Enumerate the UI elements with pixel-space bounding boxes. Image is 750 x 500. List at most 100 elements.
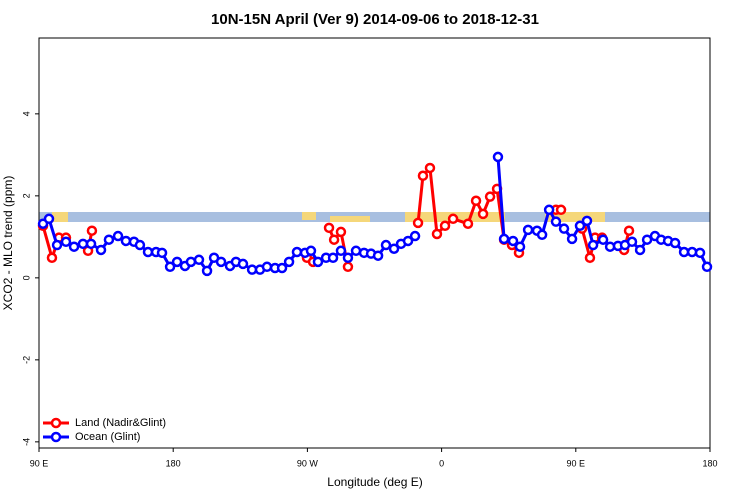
data-point (409, 230, 421, 242)
data-point (574, 220, 586, 232)
data-point (484, 191, 496, 202)
data-point (514, 241, 526, 252)
data-point (584, 252, 596, 264)
data-point (536, 229, 548, 241)
data-point (185, 256, 197, 268)
data-point (283, 256, 295, 268)
data-point (51, 239, 63, 251)
legend-marker (50, 431, 62, 443)
x-tick-label: 180 (702, 458, 717, 468)
data-point (95, 244, 107, 256)
data-point (215, 256, 227, 268)
data-point (46, 252, 58, 264)
data-point (305, 245, 317, 257)
data-point (342, 261, 354, 273)
legend-marker (50, 417, 62, 429)
data-point (68, 241, 80, 252)
data-point (447, 213, 459, 225)
data-point (412, 217, 424, 229)
data-point (103, 234, 115, 245)
x-tick-label: 90 E (30, 458, 49, 468)
data-point (380, 239, 392, 251)
data-point (439, 220, 451, 232)
legend-label: Land (Nadir&Glint) (75, 417, 166, 429)
data-point (498, 233, 510, 245)
y-axis-label: XCO2 - MLO trend (ppm) (1, 176, 15, 311)
data-point (678, 246, 690, 258)
land-patch (545, 212, 605, 222)
data-point (276, 262, 288, 274)
data-point (555, 204, 567, 216)
land-patch (302, 212, 316, 220)
data-point (291, 246, 303, 258)
data-point (581, 215, 593, 227)
data-point (193, 254, 205, 266)
data-point (623, 225, 635, 236)
y-tick-label: 4 (21, 111, 31, 116)
data-point (701, 261, 713, 273)
data-point (60, 236, 72, 248)
data-point (522, 224, 534, 236)
data-point (86, 225, 98, 236)
plot-frame (38, 37, 711, 449)
data-point (566, 233, 578, 245)
y-tick-label: -4 (21, 438, 31, 446)
x-tick-label: 180 (166, 458, 181, 468)
data-point (462, 218, 474, 229)
x-tick-label: 90 E (567, 458, 586, 468)
data-point (597, 234, 609, 245)
data-point (417, 170, 429, 182)
data-point (694, 247, 706, 259)
data-point (587, 239, 599, 251)
data-point (477, 208, 489, 220)
data-point (634, 244, 646, 256)
data-point (402, 235, 414, 247)
map-strip (39, 212, 710, 222)
data-point (134, 239, 146, 251)
land-patch (330, 216, 370, 222)
data-point (335, 226, 347, 238)
data-point (543, 204, 555, 216)
data-point (327, 252, 339, 264)
x-tick-label: 90 W (297, 458, 319, 468)
y-tick-label: -2 (21, 356, 31, 364)
data-point (323, 222, 335, 234)
data-point (312, 256, 324, 268)
data-point (43, 213, 55, 225)
data-point (558, 223, 570, 234)
land-mask (39, 212, 710, 222)
data-point (112, 230, 124, 242)
land-patch (52, 212, 68, 222)
chart-title: 10N-15N April (Ver 9) 2014-09-06 to 2018… (211, 11, 539, 28)
data-point (164, 261, 176, 273)
data-point (77, 238, 89, 250)
data-point (120, 235, 132, 247)
data-point (507, 235, 519, 247)
data-point (261, 261, 273, 273)
data-point (626, 236, 638, 248)
data-point (372, 250, 384, 261)
y-tick-label: 2 (21, 193, 31, 198)
data-point (492, 151, 504, 163)
data-point (237, 258, 249, 270)
data-point (350, 245, 362, 257)
data-point (142, 246, 154, 258)
data-point (470, 195, 482, 207)
data-point (156, 247, 168, 259)
data-point (342, 252, 354, 264)
data-point (328, 234, 340, 245)
data-point (424, 162, 436, 174)
data-point (669, 237, 681, 249)
data-point (171, 256, 183, 268)
data-point (641, 234, 653, 245)
data-point (388, 243, 400, 254)
data-point (431, 228, 443, 240)
legend-label: Ocean (Glint) (75, 431, 140, 443)
x-tick-label: 0 (439, 458, 444, 468)
data-point (550, 216, 562, 227)
data-point (201, 265, 213, 277)
data-point (85, 238, 97, 250)
y-tick-label: 0 (21, 275, 31, 280)
data-point (335, 245, 347, 257)
